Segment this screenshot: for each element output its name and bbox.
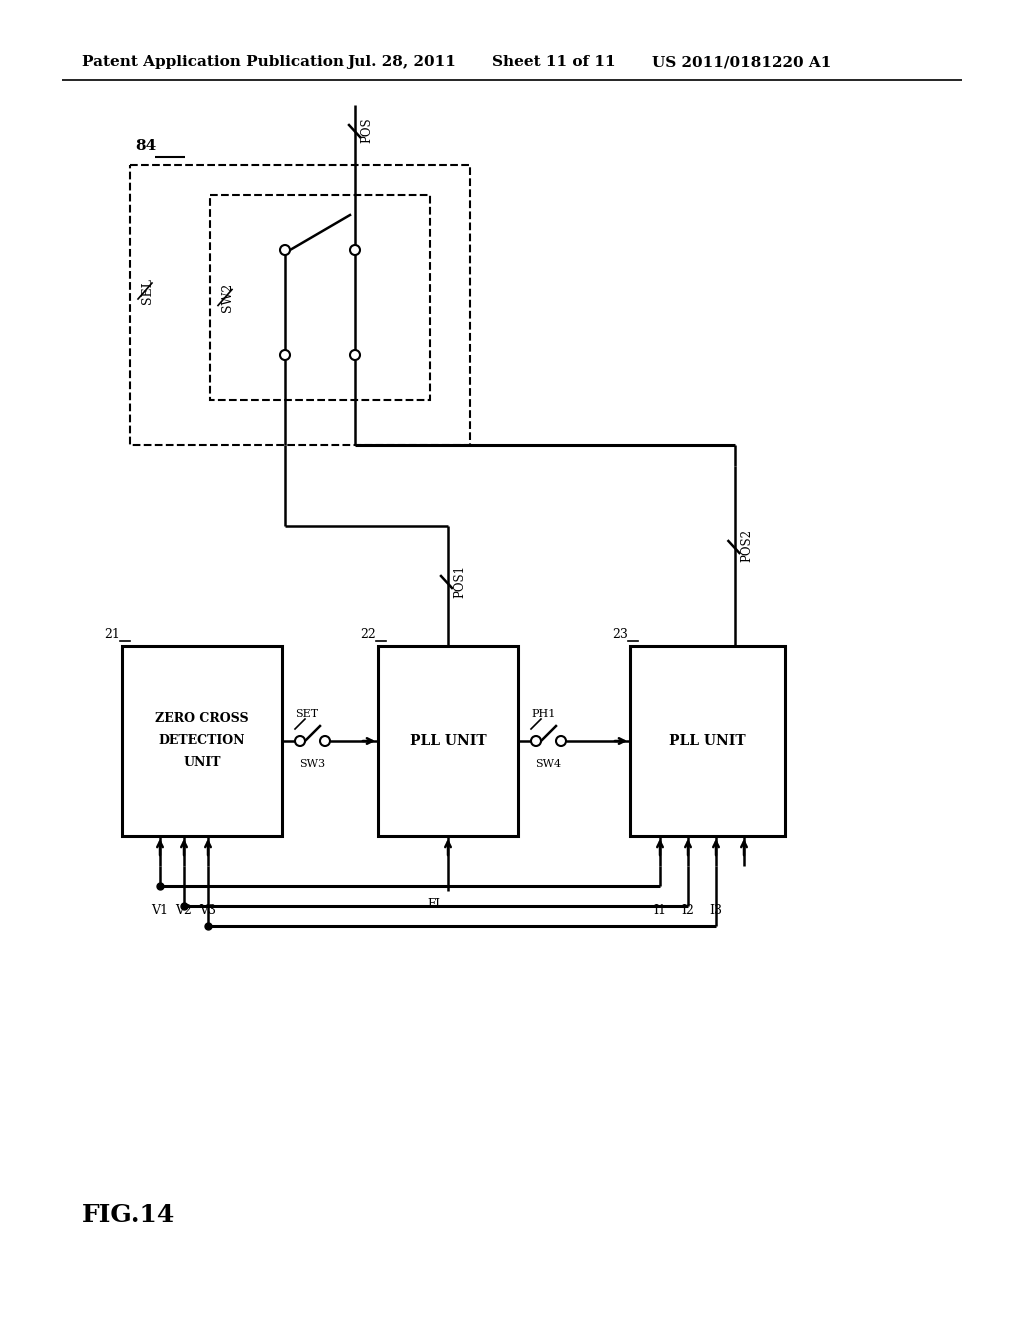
Bar (630, 645, 785, 836)
Circle shape (531, 737, 541, 746)
Text: POS: POS (360, 117, 373, 143)
Text: V3: V3 (200, 904, 216, 917)
Bar (122, 645, 282, 836)
Text: I1: I1 (653, 904, 667, 917)
Text: FI: FI (427, 898, 440, 911)
Text: 22: 22 (360, 628, 376, 642)
Text: UNIT: UNIT (183, 756, 221, 770)
Text: 21: 21 (104, 628, 120, 642)
Text: 23: 23 (612, 628, 628, 642)
Text: SEL: SEL (141, 279, 155, 304)
Text: Sheet 11 of 11: Sheet 11 of 11 (492, 55, 615, 69)
Circle shape (556, 737, 566, 746)
Text: DETECTION: DETECTION (159, 734, 246, 747)
Circle shape (350, 246, 360, 255)
Text: ZERO CROSS: ZERO CROSS (156, 713, 249, 726)
Circle shape (295, 737, 305, 746)
Bar (130, 165, 470, 445)
Text: PLL UNIT: PLL UNIT (670, 734, 745, 748)
Circle shape (280, 246, 290, 255)
Text: V1: V1 (152, 904, 169, 917)
Text: Jul. 28, 2011: Jul. 28, 2011 (347, 55, 456, 69)
Text: SW2: SW2 (221, 282, 234, 312)
Text: 84: 84 (135, 139, 157, 153)
Text: Patent Application Publication: Patent Application Publication (82, 55, 344, 69)
Circle shape (350, 350, 360, 360)
Text: PLL UNIT: PLL UNIT (410, 734, 486, 748)
Text: FIG.14: FIG.14 (82, 1203, 175, 1228)
Text: SW3: SW3 (299, 759, 325, 770)
Text: I2: I2 (682, 904, 694, 917)
Circle shape (319, 737, 330, 746)
Text: POS1: POS1 (453, 565, 466, 598)
Bar (378, 645, 518, 836)
Text: SW4: SW4 (535, 759, 561, 770)
Text: SET: SET (295, 709, 318, 719)
Text: PH1: PH1 (531, 709, 555, 719)
Text: POS2: POS2 (740, 529, 754, 562)
Circle shape (280, 350, 290, 360)
Text: V2: V2 (175, 904, 193, 917)
Bar (210, 195, 430, 400)
Text: I3: I3 (710, 904, 723, 917)
Text: US 2011/0181220 A1: US 2011/0181220 A1 (652, 55, 831, 69)
